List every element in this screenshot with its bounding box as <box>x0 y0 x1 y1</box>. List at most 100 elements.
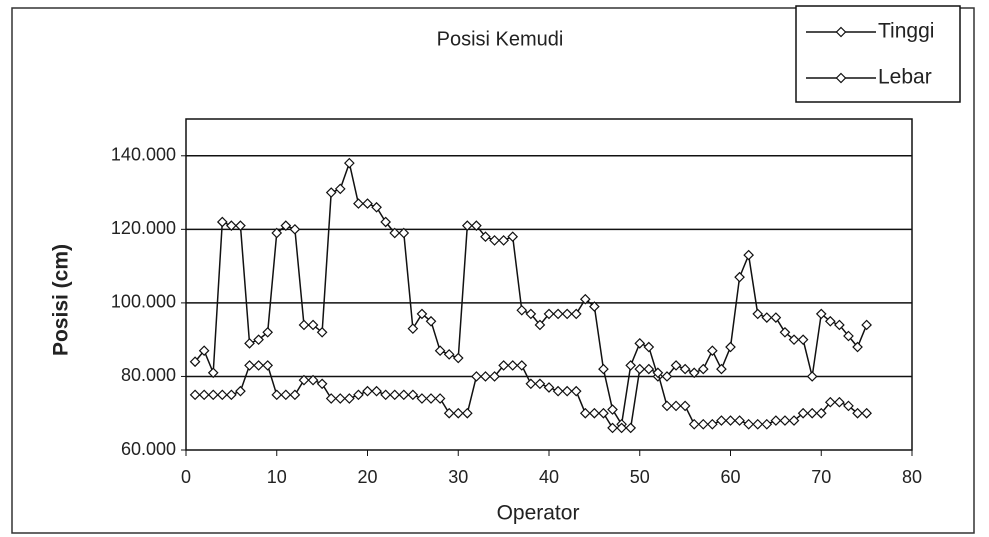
data-point <box>670 400 682 412</box>
data-point <box>688 418 700 430</box>
data-point <box>235 385 246 397</box>
data-point <box>570 385 582 397</box>
data-point <box>416 308 428 320</box>
data-point <box>262 360 274 371</box>
data-point <box>344 157 355 169</box>
legend-label: Lebar <box>878 66 932 89</box>
data-point <box>471 371 482 382</box>
data-point <box>716 415 727 426</box>
data-point <box>298 374 310 386</box>
data-point <box>325 187 337 198</box>
data-point <box>198 389 210 401</box>
data-point <box>661 371 673 382</box>
data-point <box>325 393 337 404</box>
data-point <box>697 418 709 430</box>
data-point <box>416 393 428 404</box>
data-point <box>434 345 446 357</box>
data-point <box>443 349 455 360</box>
data-point <box>861 407 872 419</box>
data-point <box>543 308 555 320</box>
data-point <box>752 308 764 320</box>
data-point <box>407 323 419 334</box>
data-point <box>316 378 328 390</box>
x-tick-label: 10 <box>267 467 287 487</box>
data-point <box>861 319 872 331</box>
data-point <box>797 334 809 346</box>
data-point <box>371 385 382 397</box>
data-point <box>452 407 464 419</box>
data-point <box>271 227 283 239</box>
data-point <box>461 220 473 232</box>
data-point <box>761 312 773 323</box>
x-axis-label: Operator <box>497 502 580 525</box>
data-point <box>788 415 800 426</box>
data-point <box>607 422 618 434</box>
data-point <box>743 249 754 261</box>
data-point <box>743 418 754 430</box>
data-point <box>661 400 673 412</box>
data-point <box>552 308 564 320</box>
data-point <box>797 407 809 419</box>
data-point <box>707 345 718 357</box>
x-tick-label: 70 <box>811 467 831 487</box>
data-point <box>824 315 836 327</box>
data-point <box>289 223 301 235</box>
chart-title: Posisi Kemudi <box>437 28 564 50</box>
x-tick-label: 0 <box>181 467 191 487</box>
data-point <box>253 334 264 346</box>
legend-box <box>795 5 961 103</box>
data-point <box>480 371 491 382</box>
data-point <box>362 198 373 209</box>
data-point <box>552 385 564 397</box>
x-tick-label: 30 <box>448 467 468 487</box>
data-point <box>707 418 718 430</box>
data-point <box>207 389 219 401</box>
y-tick-label: 120.000 <box>111 218 176 238</box>
data-point <box>561 308 573 320</box>
data-point <box>643 363 655 375</box>
data-point <box>380 389 391 401</box>
data-point <box>815 407 827 419</box>
x-tick-label: 50 <box>630 467 650 487</box>
data-point <box>316 326 328 338</box>
y-tick-label: 100.000 <box>111 292 176 312</box>
data-point <box>525 378 537 390</box>
data-point <box>679 400 691 412</box>
data-point <box>634 363 646 375</box>
data-point <box>235 220 246 232</box>
data-point <box>770 415 782 426</box>
plot-area <box>185 118 913 451</box>
data-point <box>806 407 818 419</box>
data-point <box>398 389 410 401</box>
data-point <box>843 330 854 342</box>
data-point <box>298 319 310 331</box>
data-point <box>498 235 509 246</box>
data-point <box>788 334 800 346</box>
data-point <box>307 374 319 386</box>
data-point <box>625 422 637 434</box>
data-point <box>734 415 745 426</box>
data-point <box>843 400 854 412</box>
y-axis-label: Posisi (cm) <box>50 244 73 356</box>
data-point <box>806 371 818 382</box>
data-point <box>679 363 691 375</box>
x-tick-label: 60 <box>720 467 740 487</box>
legend-marker <box>835 72 847 84</box>
data-point <box>507 231 519 243</box>
data-point <box>443 407 455 419</box>
data-point <box>579 293 591 305</box>
data-point <box>489 235 500 246</box>
data-point <box>507 360 519 371</box>
data-point <box>389 227 401 239</box>
x-tick-label: 20 <box>357 467 377 487</box>
data-point <box>425 393 437 404</box>
y-tick-label: 80.000 <box>121 365 176 385</box>
data-point <box>207 367 219 379</box>
data-point <box>280 220 292 232</box>
data-point <box>725 415 736 426</box>
data-point <box>480 231 491 243</box>
y-tick-label: 60.000 <box>121 439 176 459</box>
chart-border <box>11 7 975 534</box>
data-point <box>262 326 274 338</box>
data-point <box>561 385 573 397</box>
